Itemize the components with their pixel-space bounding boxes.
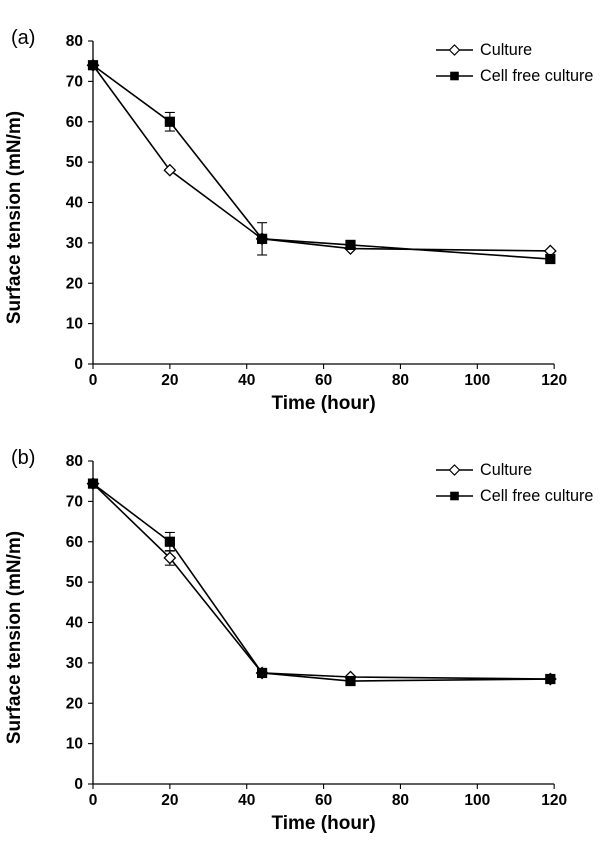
svg-text:80: 80 bbox=[392, 372, 409, 389]
svg-text:Culture: Culture bbox=[480, 461, 532, 479]
svg-text:30: 30 bbox=[66, 235, 83, 252]
svg-text:Surface tension (mN/m): Surface tension (mN/m) bbox=[4, 531, 25, 744]
svg-text:Surface tension (mN/m): Surface tension (mN/m) bbox=[4, 111, 25, 324]
svg-text:40: 40 bbox=[238, 792, 255, 809]
svg-text:80: 80 bbox=[392, 792, 409, 809]
svg-text:40: 40 bbox=[238, 372, 255, 389]
svg-text:Time (hour): Time (hour) bbox=[272, 393, 376, 414]
svg-text:Culture: Culture bbox=[480, 41, 532, 59]
svg-text:100: 100 bbox=[464, 792, 490, 809]
svg-text:60: 60 bbox=[66, 534, 83, 551]
svg-text:20: 20 bbox=[161, 792, 178, 809]
svg-text:20: 20 bbox=[66, 695, 83, 712]
svg-text:60: 60 bbox=[315, 792, 332, 809]
svg-text:80: 80 bbox=[66, 453, 83, 470]
svg-text:70: 70 bbox=[66, 493, 83, 510]
svg-text:0: 0 bbox=[74, 776, 83, 793]
svg-text:120: 120 bbox=[541, 372, 567, 389]
svg-text:100: 100 bbox=[464, 372, 490, 389]
svg-text:30: 30 bbox=[66, 655, 83, 672]
svg-text:20: 20 bbox=[66, 275, 83, 292]
svg-text:80: 80 bbox=[66, 33, 83, 50]
svg-text:60: 60 bbox=[66, 114, 83, 131]
svg-text:10: 10 bbox=[66, 316, 83, 333]
svg-text:Cell free culture: Cell free culture bbox=[480, 487, 593, 505]
svg-text:(b): (b) bbox=[11, 447, 35, 469]
svg-text:50: 50 bbox=[66, 154, 83, 171]
svg-text:60: 60 bbox=[315, 372, 332, 389]
svg-text:0: 0 bbox=[89, 372, 98, 389]
svg-text:20: 20 bbox=[161, 372, 178, 389]
svg-text:0: 0 bbox=[89, 792, 98, 809]
svg-text:40: 40 bbox=[66, 195, 83, 212]
svg-text:0: 0 bbox=[74, 356, 83, 373]
svg-text:10: 10 bbox=[66, 736, 83, 753]
svg-text:Time (hour): Time (hour) bbox=[272, 813, 376, 834]
svg-text:50: 50 bbox=[66, 574, 83, 591]
svg-text:40: 40 bbox=[66, 615, 83, 632]
svg-text:(a): (a) bbox=[11, 27, 35, 49]
svg-text:120: 120 bbox=[541, 792, 567, 809]
svg-text:70: 70 bbox=[66, 73, 83, 90]
svg-text:Cell free culture: Cell free culture bbox=[480, 67, 593, 85]
